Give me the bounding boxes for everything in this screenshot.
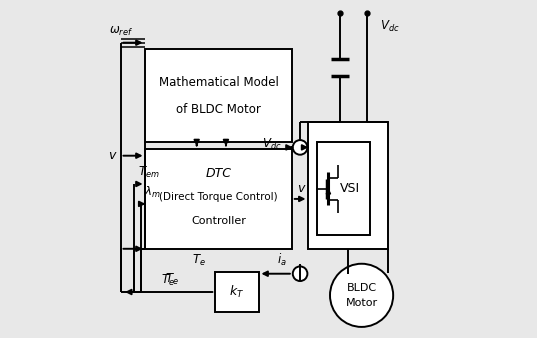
Bar — [308, 122, 388, 249]
Text: $\omega_{ref}$: $\omega_{ref}$ — [109, 25, 133, 38]
Bar — [146, 49, 292, 142]
Text: (Direct Torque Control): (Direct Torque Control) — [159, 192, 278, 202]
Text: $\lambda_m$: $\lambda_m$ — [144, 185, 162, 200]
Circle shape — [330, 264, 393, 327]
Text: $T_{em}$: $T_{em}$ — [138, 165, 159, 180]
Text: DTC: DTC — [206, 168, 231, 180]
Text: $T_e$: $T_e$ — [165, 272, 179, 287]
Text: of BLDC Motor: of BLDC Motor — [176, 103, 261, 116]
Bar — [146, 149, 292, 249]
Text: $V_{dc}$: $V_{dc}$ — [262, 137, 282, 152]
Text: $i_a$: $i_a$ — [277, 252, 287, 268]
Text: VSI: VSI — [339, 183, 360, 195]
Text: $T_e$: $T_e$ — [192, 253, 206, 268]
Bar — [317, 142, 370, 236]
Text: $v$: $v$ — [108, 149, 117, 162]
Text: $T_e$: $T_e$ — [161, 272, 175, 288]
Circle shape — [293, 266, 307, 281]
Circle shape — [293, 140, 307, 155]
Bar — [215, 272, 258, 312]
Text: $v$: $v$ — [297, 182, 306, 195]
Text: Controller: Controller — [191, 216, 246, 225]
Text: Motor: Motor — [345, 298, 378, 308]
Text: $k_T$: $k_T$ — [229, 284, 244, 300]
Text: Mathematical Model: Mathematical Model — [159, 76, 279, 89]
Text: $V_{dc}$: $V_{dc}$ — [380, 19, 400, 33]
Text: BLDC: BLDC — [346, 283, 376, 293]
